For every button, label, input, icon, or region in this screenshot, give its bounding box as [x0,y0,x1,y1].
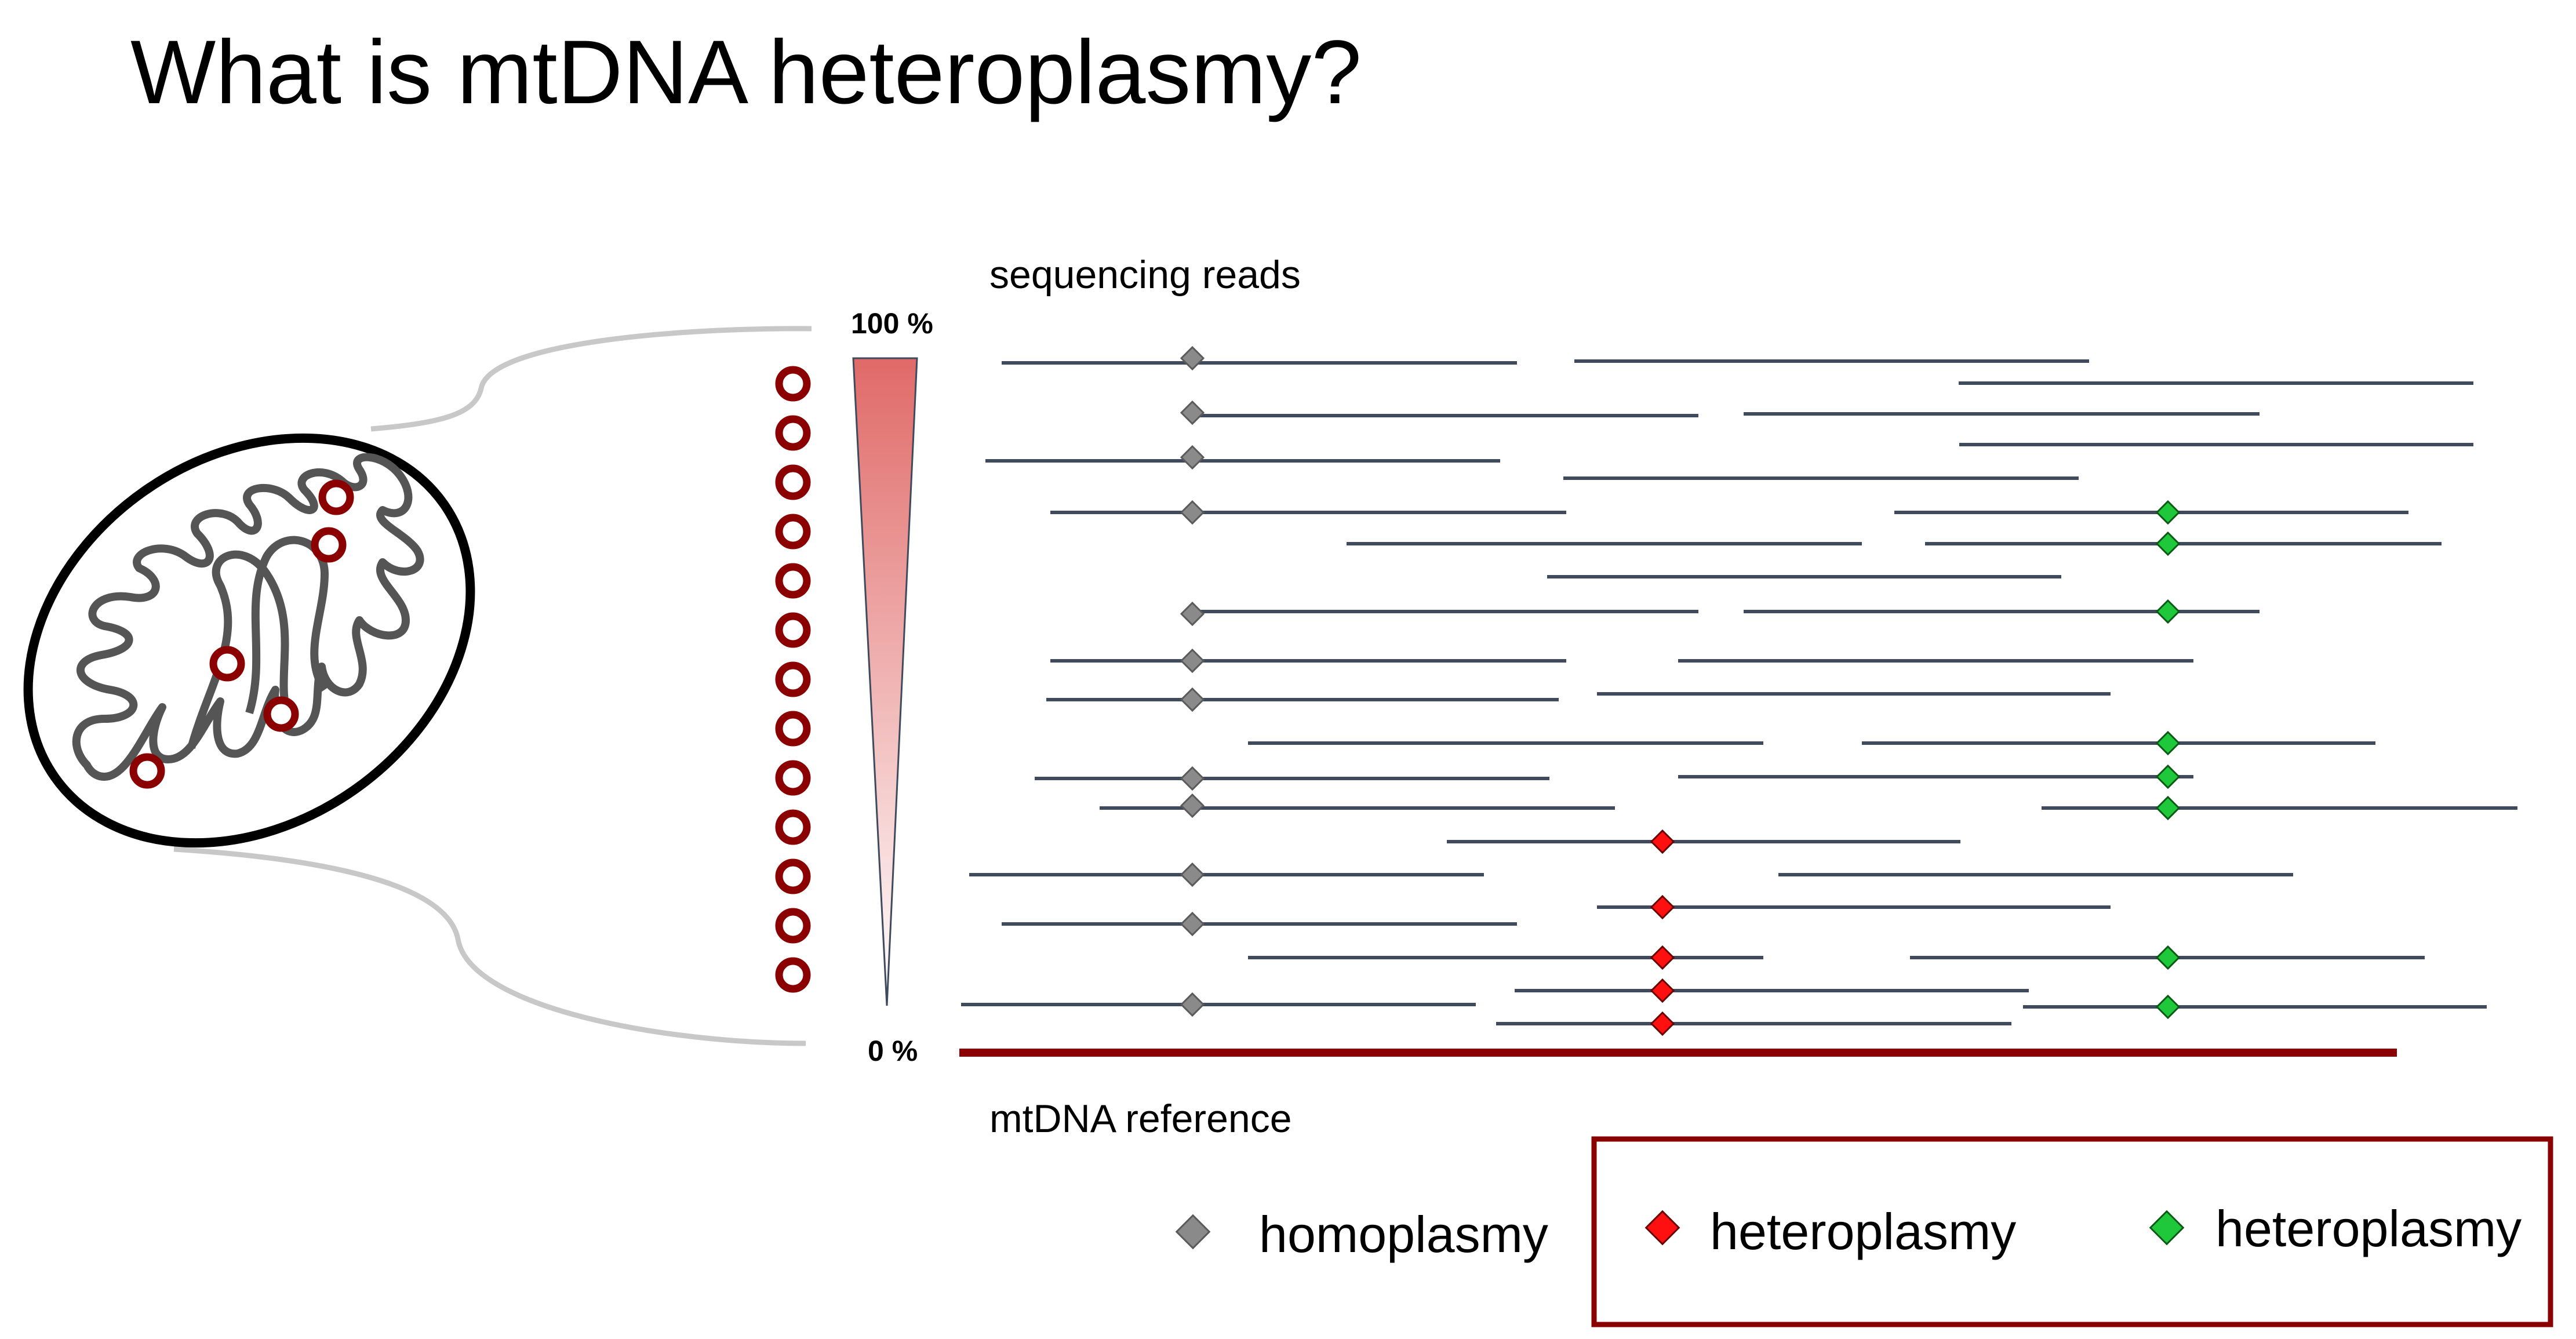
sequencing-reads [961,359,2517,1025]
legend: homoplasmy heteroplasmy heteroplasmy [1175,1136,2553,1327]
heteroplasmy-red-marker [1650,829,1675,854]
heteroplasmy-green-marker [2155,599,2181,624]
heteroplasmy-legend-box [1591,1136,2553,1327]
heteroplasmy-green-legend-label: heteroplasmy [2215,1200,2522,1257]
mitochondrion-mtdna-circle [209,646,245,682]
mtdna-copy-circle [775,366,811,402]
scale-top-label: 100 % [851,307,933,340]
homoplasmy-marker [1180,687,1205,712]
mitochondrion-mtdna-circle [129,753,165,789]
mtdna-copy-circle [775,563,811,599]
variant-markers [1180,345,2181,1036]
homoplasmy-marker [1180,992,1205,1017]
heteroplasmy-green-marker [2155,531,2181,556]
heteroplasmy-red-marker [1650,1011,1675,1036]
homoplasmy-marker [1180,766,1205,791]
heteroplasmy-red-marker [1650,945,1675,970]
heteroplasmy-green-marker [2155,730,2181,756]
mtdna-copy-circle [775,464,811,500]
heteroplasmy-red-marker [1650,978,1675,1003]
homoplasmy-legend-label: homoplasmy [1259,1206,1548,1263]
heteroplasmy-green-legend-icon [2149,1210,2185,1246]
zoom-connector-bottom [173,846,806,1046]
homoplasmy-marker [1180,445,1205,470]
homoplasmy-marker [1180,911,1205,937]
mtdna-copy-circle [775,957,811,993]
mtdna-copy-circle [775,809,811,845]
sequencing-reads-label: sequencing reads [989,253,1301,297]
homoplasmy-marker [1180,793,1205,818]
heteroplasmy-red-legend-label: heteroplasmy [1710,1203,2016,1260]
mitochondrion-illustration [23,433,475,848]
homoplasmy-legend-icon [1175,1214,1211,1250]
homoplasmy-marker [1180,345,1205,371]
mtdna-copy-circle [775,661,811,697]
homoplasmy-marker [1180,862,1205,887]
homoplasmy-marker [1180,648,1205,674]
heteroplasmy-scale: 100 % 0 % [851,307,933,1067]
heteroplasmy-green-marker [2155,994,2181,1020]
heteroplasmy-green-marker [2155,764,2181,789]
mitochondrion-mtdna-circle [263,696,299,732]
heteroplasmy-green-marker [2155,945,2181,970]
mtdna-copy-column [775,366,811,993]
mtdna-copy-circle [775,858,811,894]
homoplasmy-marker [1180,601,1205,627]
zoom-connector-top [370,326,812,432]
slide-title: What is mtDNA heteroplasmy? [130,22,1362,123]
mitochondrion-mtdna-circle [311,527,347,563]
mtdna-reference-label: mtDNA reference [989,1097,1292,1141]
scale-wedge [852,357,918,1006]
mitochondrion-inner-fold-2 [245,536,329,715]
mtdna-copy-circle [775,415,811,451]
scale-bottom-label: 0 % [868,1035,918,1067]
heteroplasmy-green-marker [2155,795,2181,821]
mtdna-copy-circle [775,760,811,796]
mtdna-copy-circle [775,514,811,550]
mtdna-copy-circle [775,612,811,648]
mitochondrion-outer-membrane [23,433,475,848]
homoplasmy-marker [1180,400,1205,425]
mtdna-copy-circle [775,711,811,747]
mitochondrion-mtdna-circle [318,479,354,515]
heteroplasmy-red-legend-icon [1644,1210,1680,1246]
homoplasmy-marker [1180,500,1205,525]
heteroplasmy-green-marker [2155,500,2181,525]
heteroplasmy-red-marker [1650,894,1675,920]
mtdna-copy-circle [775,908,811,944]
mitochondrion-cristae [72,453,424,781]
